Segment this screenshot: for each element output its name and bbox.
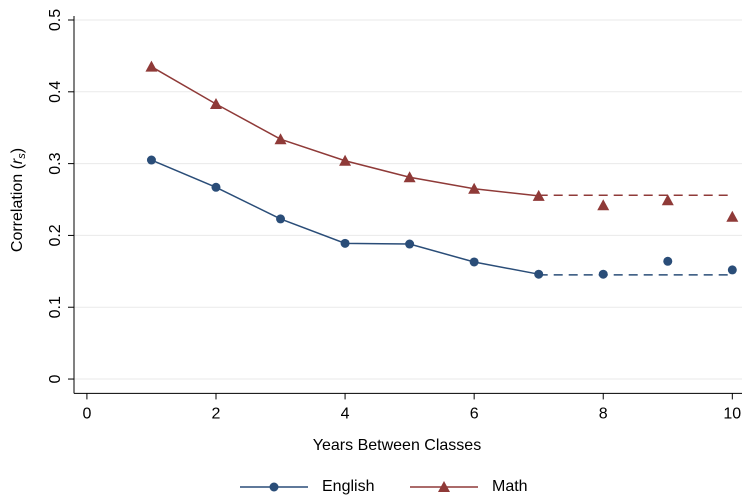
marker	[438, 481, 450, 492]
marker	[403, 171, 416, 183]
x-axis-label: Years Between Classes	[313, 437, 481, 454]
x-tick-label: 10	[723, 406, 741, 423]
x-tick-label: 2	[212, 406, 221, 423]
y-label-subscript: s	[16, 153, 28, 159]
marker	[269, 482, 279, 492]
marker	[146, 155, 156, 165]
marker	[726, 210, 739, 222]
x-tick-label: 8	[599, 406, 608, 423]
legend-label: English	[322, 478, 374, 495]
marker	[145, 60, 158, 72]
marker	[209, 98, 222, 110]
marker	[340, 238, 350, 248]
marker	[534, 269, 544, 279]
marker	[468, 182, 481, 194]
y-tick-label: 0.1	[47, 296, 64, 318]
marker	[532, 189, 545, 201]
y-tick-label: 0.5	[47, 9, 64, 31]
series-line	[151, 159, 539, 275]
y-label-text: )	[9, 148, 26, 153]
marker	[597, 199, 610, 211]
marker	[405, 239, 415, 249]
y-tick-label: 0.4	[47, 81, 64, 103]
y-tick-label: 0.3	[47, 152, 64, 174]
marker	[211, 182, 221, 192]
marker	[274, 133, 287, 145]
marker	[598, 269, 608, 279]
marker	[469, 257, 479, 267]
legend-label: Math	[492, 478, 528, 495]
marker	[661, 194, 674, 206]
y-tick-label: 0.2	[47, 224, 64, 246]
y-axis-label: Correlation (rs)	[9, 148, 28, 252]
marker	[276, 214, 286, 224]
x-tick-label: 6	[470, 406, 479, 423]
y-label-symbol: r	[9, 158, 26, 164]
marker	[339, 154, 352, 166]
x-tick-label: 0	[82, 406, 91, 423]
x-tick-label: 4	[341, 406, 350, 423]
marker	[727, 265, 737, 275]
marker	[663, 256, 673, 266]
series-line	[151, 66, 539, 197]
y-label-text: Correlation (	[9, 163, 26, 252]
y-tick-label: 0	[47, 374, 64, 383]
